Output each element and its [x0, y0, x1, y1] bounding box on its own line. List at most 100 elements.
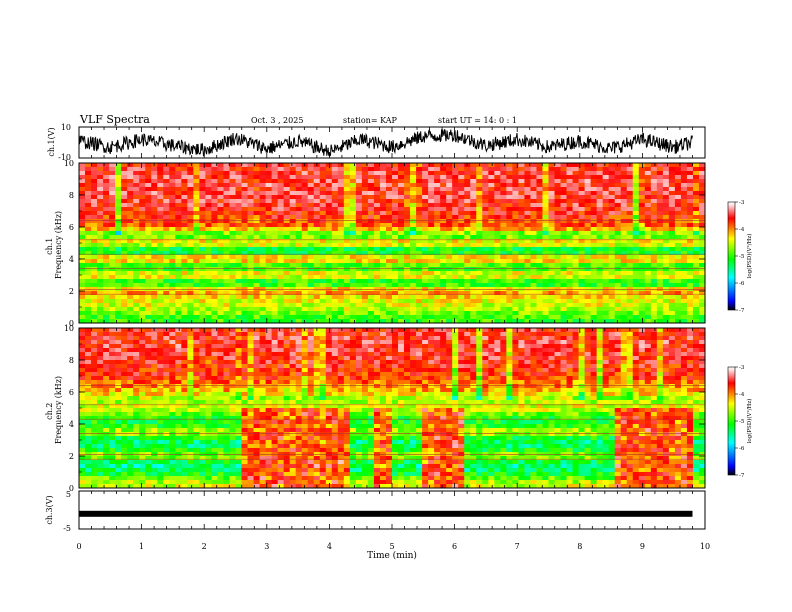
ch1-spectrogram-cell	[193, 223, 200, 228]
ch1-spectrogram-cell	[241, 219, 248, 224]
ch1-spectrogram-cell	[259, 187, 266, 192]
ch1-spectrogram-cell	[392, 207, 399, 212]
ch1-spectrogram-cell	[650, 175, 658, 180]
ch1-spectrogram-cell	[602, 239, 610, 244]
ch2-spectrogram-cell	[115, 440, 122, 445]
ch1-spectrogram-cell	[115, 203, 122, 208]
ch1-spectrogram-cell	[283, 207, 291, 212]
ch1-spectrogram-cell	[85, 311, 92, 316]
ch1-spectrogram-cell	[379, 219, 387, 224]
ch1-spectrogram-cell	[205, 299, 212, 304]
ch1-spectrogram-cell	[674, 315, 682, 320]
ch1-spectrogram-ylabel: ch.1 Frequency (kHz)	[45, 211, 63, 279]
ch2-spectrogram-cell	[115, 420, 122, 425]
ch2-spectrogram-cell	[115, 376, 122, 381]
ch1-spectrogram-cell	[638, 239, 646, 244]
ch1-spectrogram-cell	[373, 179, 381, 184]
ch1-spectrogram-cell	[247, 175, 254, 180]
ch2-spectrogram-cell	[157, 460, 164, 465]
ch2-spectrogram-cell	[163, 360, 170, 365]
ch1-spectrogram-cell	[452, 303, 459, 308]
ch1-spectrogram-cell	[464, 251, 471, 256]
ch1-spectrogram-cell	[283, 251, 291, 256]
ch1-spectrogram-cell	[205, 263, 212, 268]
ch1-spectrogram-cell	[392, 223, 399, 228]
ch1-spectrogram-cell	[157, 303, 164, 308]
ch1-spectrogram-cell	[277, 231, 285, 236]
ch2-spectrogram-cell	[139, 448, 146, 453]
ch1-spectrogram-cell	[79, 247, 86, 252]
ch1-spectrogram-cell	[205, 171, 212, 176]
ch1-spectrogram-cell	[632, 223, 640, 228]
ch1-spectrogram-cell	[307, 211, 315, 216]
ch1-spectrogram-cell	[392, 271, 399, 276]
ch1-spectrogram-cell	[379, 203, 387, 208]
ch1-spectrogram-cell	[422, 179, 429, 184]
ch1-spectrogram-cell	[145, 311, 152, 316]
ch1-spectrogram-cell	[109, 275, 116, 280]
ch1-spectrogram-cell	[662, 311, 670, 316]
ch1-spectrogram-cell	[295, 271, 303, 276]
ch1-spectrogram-cell	[163, 235, 170, 240]
ch2-spectrogram-cell	[163, 332, 170, 337]
ch1-spectrogram-cell	[548, 239, 555, 244]
ch2-spectrogram-cell	[97, 336, 104, 341]
ch1-spectrogram-cell	[428, 175, 435, 180]
ch1-spectrogram-cell	[283, 163, 291, 168]
ch1-spectrogram-cell	[632, 199, 640, 204]
ch2-spectrogram-cell	[139, 472, 146, 477]
ch1-spectrogram-cell	[446, 195, 453, 200]
ch1-spectrogram-cell	[494, 231, 501, 236]
ch1-spectrogram-cell	[379, 311, 387, 316]
ch1-spectrogram-cell	[355, 191, 363, 196]
ch1-spectrogram-cell	[506, 199, 513, 204]
ch1-spectrogram-cell	[644, 275, 652, 280]
ch1-spectrogram-cell	[458, 271, 465, 276]
ch2-spectrogram-cell	[103, 476, 110, 481]
ch2-spectrogram-cell	[133, 356, 140, 361]
ch1-spectrogram-cell	[97, 183, 104, 188]
ch1-spectrogram-cell	[644, 307, 652, 312]
ch1-spectrogram-cell	[289, 191, 297, 196]
ch1-spectrogram-cell	[367, 179, 375, 184]
ch1-spectrogram-cell	[590, 315, 598, 320]
ch1-spectrogram-cell	[662, 223, 670, 228]
ch1-spectrogram-cell	[121, 231, 128, 236]
ch1-spectrogram-cell	[476, 307, 483, 312]
ch1-spectrogram-cell	[638, 251, 646, 256]
ch1-spectrogram-cell	[476, 239, 483, 244]
ch1-spectrogram-cell	[644, 271, 652, 276]
ch1-spectrogram-cell	[343, 163, 351, 168]
ch1-spectrogram-cell	[223, 279, 230, 284]
ch1-spectrogram-cell	[127, 239, 134, 244]
ch1-spectrogram-cell	[614, 315, 622, 320]
ch1-spectrogram-cell	[235, 243, 242, 248]
ch2-spectrogram-cell	[157, 424, 164, 429]
ch1-spectrogram-cell	[404, 271, 411, 276]
ch1-spectrogram-cell	[506, 279, 513, 284]
ch1-spectrogram-cell	[373, 251, 381, 256]
ch1-spectrogram-cell	[404, 203, 411, 208]
ch1-spectrogram-cell	[416, 315, 423, 320]
ch1-spectrogram-cell	[283, 279, 291, 284]
ch1-spectrogram-cell	[343, 167, 351, 172]
ch1-ytick-top: 10	[61, 123, 71, 132]
ch1-spectrogram-cell	[590, 267, 598, 272]
ch1-spectrogram-cell	[632, 235, 640, 240]
ch1-spectrogram-cell	[235, 207, 242, 212]
ch1-spectrogram-cell	[482, 175, 489, 180]
ch2-spectrogram-cell	[79, 384, 86, 389]
ch1-spectrogram-cell	[241, 311, 248, 316]
ch1-spectrogram-cell	[650, 231, 658, 236]
ch1-spectrogram-cell	[614, 283, 622, 288]
ch1-spectrogram-cell	[199, 227, 206, 232]
ch1-spectrogram-cell	[626, 275, 634, 280]
ch1-spectrogram-cell	[355, 283, 363, 288]
ch2-spectrogram-cell	[85, 440, 92, 445]
ch1-spectrogram-cell	[530, 163, 537, 168]
ch1-spectrogram-cell	[488, 263, 495, 268]
ch1-spectrogram-cell	[602, 271, 610, 276]
ch1-spectrogram-cell	[530, 231, 537, 236]
ch1-spectrogram-cell	[313, 299, 321, 304]
ch1-spectrogram-cell	[121, 251, 128, 256]
